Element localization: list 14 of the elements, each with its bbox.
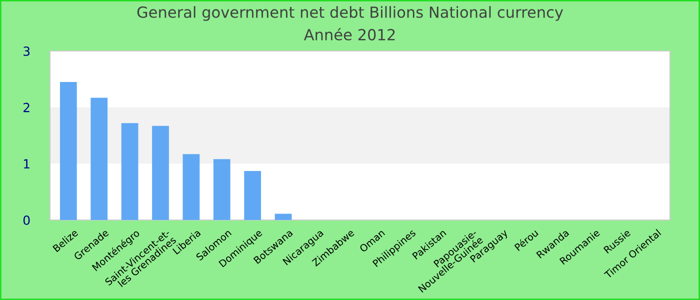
y-tick-label: 2 bbox=[24, 102, 30, 112]
y-tick-label: 1 bbox=[24, 159, 30, 168]
y-tick-label: 0 bbox=[23, 215, 30, 225]
bar bbox=[182, 154, 200, 220]
bar bbox=[90, 98, 108, 220]
chart-title: General government net debt Billions National currency bbox=[137, 6, 564, 21]
bar bbox=[121, 123, 138, 220]
bar bbox=[152, 126, 169, 220]
bar bbox=[244, 170, 262, 220]
y-tick-label: 3 bbox=[24, 46, 30, 56]
chart-subtitle: Année 2012 bbox=[304, 28, 395, 40]
bar bbox=[213, 159, 230, 220]
bar bbox=[274, 214, 292, 220]
bar bbox=[60, 82, 77, 220]
